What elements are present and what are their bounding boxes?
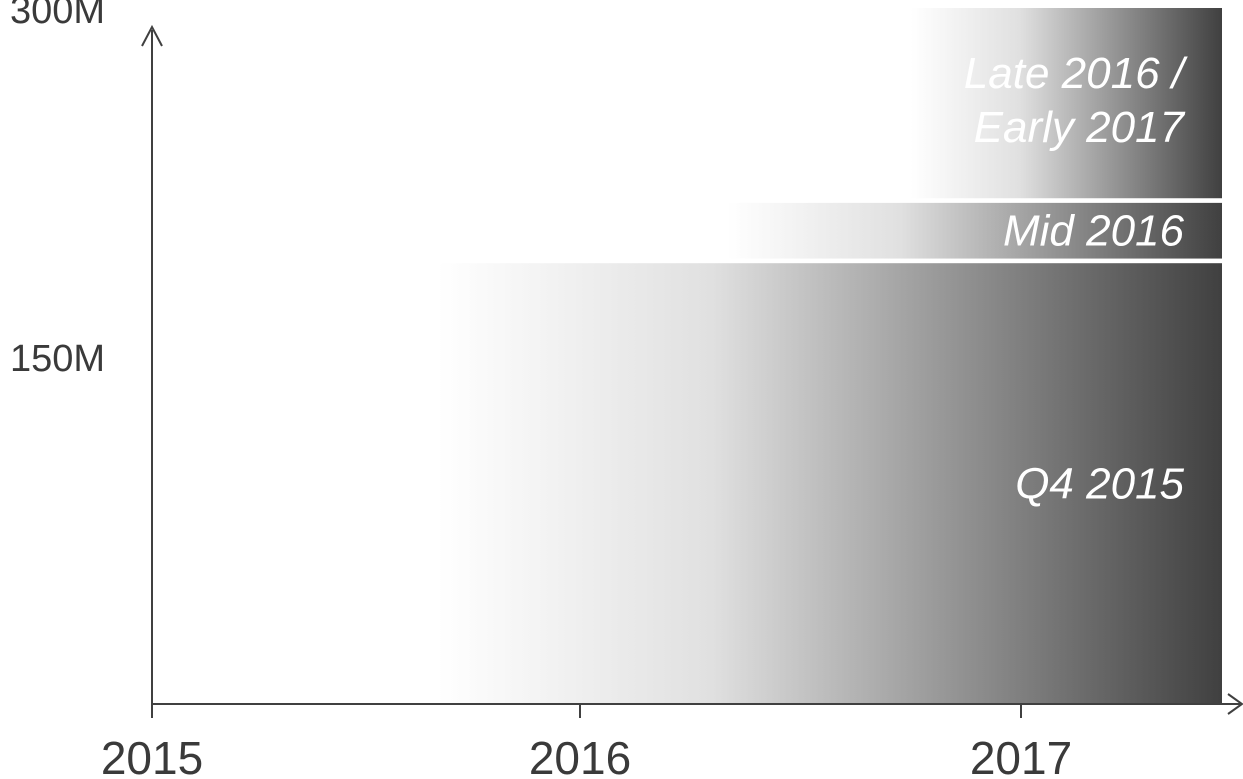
y-tick-label-300M: 300M <box>10 0 105 32</box>
y-axis-arrow <box>141 24 163 47</box>
bands-layer <box>437 8 1222 704</box>
x-tick-label-2017: 2017 <box>970 732 1072 779</box>
ticks-layer: 2015 2016 2017 150M 300M <box>10 0 1072 779</box>
x-tick-label-2015: 2015 <box>101 732 203 779</box>
band-1 <box>437 263 1222 704</box>
band-2 <box>727 202 1222 259</box>
y-tick-label-150M: 150M <box>10 338 105 380</box>
band-3 <box>910 8 1222 199</box>
band-label-3: Late 2016 /Early 2017 <box>964 49 1188 152</box>
band-labels-layer: Q4 2015 Mid 2016 Late 2016 /Early 2017 <box>964 49 1188 509</box>
band-label-1: Q4 2015 <box>1015 460 1184 509</box>
x-axis-arrow <box>1227 693 1243 715</box>
x-tick-label-2016: 2016 <box>529 732 631 779</box>
axes-layer <box>141 24 1243 715</box>
band-label-2: Mid 2016 <box>1003 207 1185 256</box>
